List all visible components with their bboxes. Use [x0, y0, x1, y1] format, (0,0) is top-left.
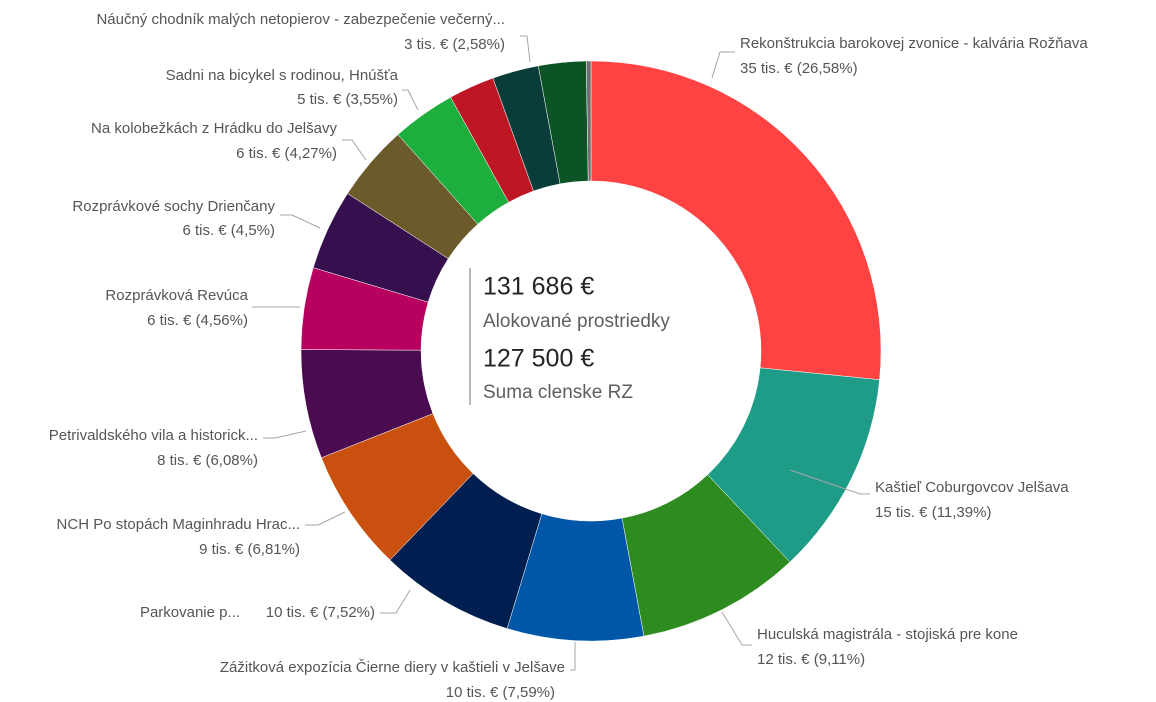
segment-label: Huculská magistrála - stojiská pre kone [757, 626, 1018, 643]
leader-line [711, 51, 735, 79]
segment-value-label: 15 tis. € (11,39%) [875, 504, 991, 521]
segment-label: Petrivaldského vila a historick... [49, 427, 258, 444]
segment-value-label: 6 tis. € (4,5%) [182, 222, 275, 239]
leader-line [305, 511, 346, 526]
leader-line [520, 35, 531, 63]
segment-label: Náučný chodník malých netopierov - zabez… [96, 11, 505, 28]
segment-label: Rozprávková Revúca [105, 287, 248, 304]
kpi-amount: 127 500 € [483, 345, 594, 373]
segment-value-label: 10 tis. € (7,59%) [446, 684, 555, 701]
kpi-amount: 131 686 € [483, 273, 594, 301]
segment-value-label: 12 tis. € (9,11%) [757, 651, 865, 668]
kpi-caption: Alokované prostriedky [483, 311, 670, 332]
leader-line [721, 611, 752, 646]
segment-value-label: 6 tis. € (4,27%) [236, 145, 337, 162]
segment-label: Rozprávkové sochy Drienčany [72, 198, 275, 215]
segment-value-label: 5 tis. € (3,55%) [297, 91, 398, 108]
leader-line [402, 89, 419, 111]
leader-line [263, 430, 307, 439]
segment-label: NCH Po stopách Maginhradu Hrac... [57, 516, 300, 533]
segment-value-label: 35 tis. € (26,58%) [740, 60, 858, 77]
kpi-caption: Suma clenske RZ [483, 382, 633, 403]
segment-value-label: 9 tis. € (6,81%) [199, 541, 300, 558]
leader-line [570, 642, 576, 671]
donut-segment [590, 60, 882, 381]
segment-label: Parkovanie p... [140, 604, 240, 621]
leader-line [789, 469, 870, 495]
segment-label: Kaštieľ Coburgovcov Jelšava [875, 479, 1069, 496]
segment-label: Rekonštrukcia barokovej zvonice - kalvár… [740, 35, 1088, 52]
leader-line [280, 214, 321, 229]
segment-value-label: 8 tis. € (6,08%) [157, 452, 258, 469]
segment-value-label: 10 tis. € (7,52%) [266, 604, 375, 621]
segment-value-label: 3 tis. € (2,58%) [404, 36, 505, 53]
leader-line [380, 589, 411, 614]
donut-segment [586, 60, 592, 182]
segment-label: Zážitková expozícia Čierne diery v kašti… [220, 659, 565, 676]
leader-line [342, 139, 367, 161]
segment-label: Sadni na bicykel s rodinou, Hnúšťa [166, 67, 399, 84]
segment-label: Na kolobežkách z Hrádku do Jelšavy [91, 120, 337, 137]
segment-value-label: 6 tis. € (4,56%) [147, 312, 248, 329]
